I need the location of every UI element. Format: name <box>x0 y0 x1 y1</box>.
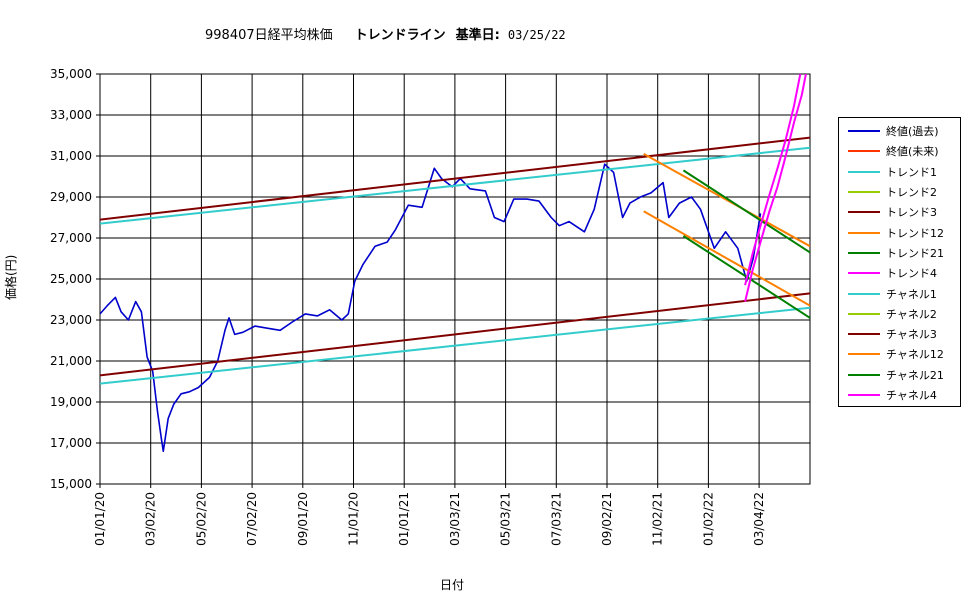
legend-label: チャネル12 <box>886 348 944 362</box>
legend-item: トレンド12 <box>839 222 960 242</box>
x-tick-label: 09/02/21 <box>600 492 614 546</box>
y-tick-label: 33,000 <box>50 108 92 122</box>
legend-label: トレンド4 <box>886 267 937 281</box>
legend-swatch <box>848 130 880 133</box>
legend-item: チャネル2 <box>839 304 960 324</box>
legend-swatch <box>848 373 880 376</box>
legend-label: 終値(未来) <box>886 145 939 159</box>
series-line-5 <box>643 153 810 248</box>
y-tick-label: 25,000 <box>50 272 92 286</box>
x-tick-label: 01/01/20 <box>93 492 107 546</box>
x-axis-label: 日付 <box>440 578 465 592</box>
title-trend-label: トレンドライン <box>354 28 446 43</box>
legend-swatch <box>848 353 880 356</box>
series-line-1 <box>100 136 810 221</box>
x-tick-label: 09/01/20 <box>296 492 310 546</box>
legend-item: チャネル3 <box>839 324 960 344</box>
x-tick-label: 03/02/20 <box>144 492 158 546</box>
title-base-date: 03/25/22 <box>507 28 566 42</box>
title-base-label: 基準日: <box>455 28 500 43</box>
legend-item: チャネル4 <box>839 385 960 405</box>
x-tick-label: 01/01/21 <box>397 492 411 546</box>
legend-swatch <box>848 333 880 336</box>
legend-label: トレンド12 <box>886 226 944 240</box>
legend-label: トレンド1 <box>886 165 937 179</box>
y-tick-label: 23,000 <box>50 313 92 327</box>
legend-item: トレンド21 <box>839 243 960 263</box>
legend-item: トレンド2 <box>839 182 960 202</box>
legend-swatch <box>848 394 880 396</box>
legend-swatch <box>848 211 880 214</box>
title-code-name: 998407日経平均株価 <box>205 28 333 43</box>
y-axis-label: 価格(円) <box>4 254 18 300</box>
y-tick-label: 29,000 <box>50 190 92 204</box>
legend-item: トレンド3 <box>839 202 960 222</box>
x-tick-label: 11/02/21 <box>651 492 665 546</box>
legend-item: 終値(未来) <box>839 141 960 161</box>
legend-swatch <box>848 272 880 275</box>
series-line-4 <box>100 306 810 385</box>
legend-swatch <box>848 150 880 153</box>
legend-label: チャネル4 <box>886 389 937 402</box>
x-tick-label: 03/04/22 <box>752 492 766 546</box>
chart-title: 998407日経平均株価 トレンドライン 基準日: 03/25/22 <box>205 24 566 43</box>
y-tick-label: 31,000 <box>50 149 92 163</box>
y-tick-label: 17,000 <box>50 436 92 450</box>
x-tick-label: 05/02/20 <box>194 492 208 546</box>
series-line-6 <box>643 210 810 307</box>
y-tick-label: 19,000 <box>50 395 92 409</box>
x-tick-label: 03/03/21 <box>448 492 462 546</box>
legend-swatch <box>848 231 880 234</box>
legend-swatch <box>848 170 880 173</box>
series-line-10 <box>744 74 802 286</box>
legend-label: トレンド2 <box>886 186 937 200</box>
legend-item: チャネル1 <box>839 283 960 303</box>
legend-label: チャネル3 <box>886 328 937 342</box>
legend-label: チャネル1 <box>886 287 937 301</box>
legend-label: チャネル21 <box>886 368 944 382</box>
series-lines <box>100 74 810 453</box>
x-tick-label: 01/02/22 <box>701 492 715 546</box>
x-tick-label: 05/03/21 <box>499 492 513 546</box>
legend-label: トレンド3 <box>886 206 937 220</box>
legend-swatch <box>848 251 880 254</box>
legend-item: トレンド1 <box>839 162 960 182</box>
legend-swatch <box>848 312 880 315</box>
y-axis: 15,000 17,000 19,000 21,000 23,000 25,000 27,0… <box>50 67 100 491</box>
legend-item: チャネル21 <box>839 365 960 385</box>
y-tick-label: 27,000 <box>50 231 92 245</box>
legend-item: 終値(過去) <box>839 121 960 141</box>
legend-label: 終値(過去) <box>886 125 939 139</box>
legend-swatch <box>848 191 880 194</box>
legend-item: チャネル12 <box>839 344 960 364</box>
y-tick-label: 15,000 <box>50 477 92 491</box>
y-tick-label: 21,000 <box>50 354 92 368</box>
y-tick-label: 35,000 <box>50 67 92 81</box>
series-line-0 <box>100 163 762 453</box>
x-tick-label: 07/02/20 <box>245 492 259 546</box>
legend-item: トレンド4 <box>839 263 960 283</box>
legend-label: チャネル2 <box>886 307 937 321</box>
x-tick-label: 11/01/20 <box>347 492 361 546</box>
series-line-3 <box>100 292 810 377</box>
series-line-7 <box>682 169 810 254</box>
series-line-9 <box>744 74 807 302</box>
legend-label: トレンド21 <box>886 246 944 260</box>
series-line-2 <box>100 146 810 225</box>
x-tick-label: 07/03/21 <box>549 492 563 546</box>
legend-swatch <box>848 292 880 295</box>
legend: 終値(過去) 終値(未来) トレンド1 トレンド2 トレンド3 トレンド12 トレンド21 ト… <box>838 117 961 407</box>
x-axis: 01/01/20 03/02/20 05/02/20 07/02/20 09/01/20… <box>93 484 766 546</box>
